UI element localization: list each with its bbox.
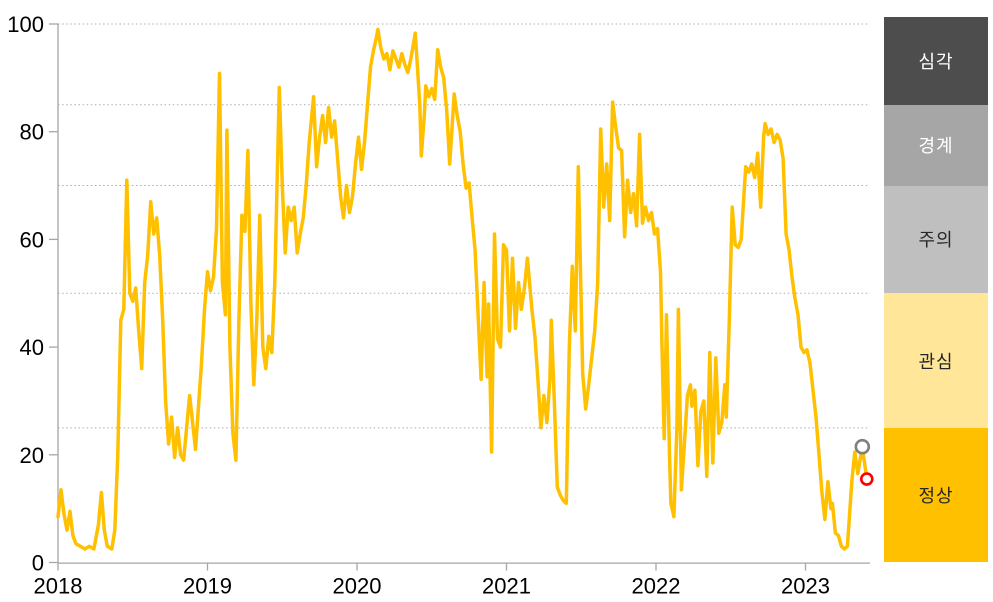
y-tick-label: 40 <box>20 335 44 360</box>
x-tick-label: 2022 <box>632 574 681 599</box>
y-tick-label: 60 <box>20 227 44 252</box>
x-tick-label: 2019 <box>183 574 232 599</box>
y-tick-label: 100 <box>7 12 44 37</box>
previous-value-marker <box>854 438 871 455</box>
index-line <box>56 27 869 551</box>
y-tick-label: 20 <box>20 443 44 468</box>
x-tick-label: 2023 <box>781 574 830 599</box>
y-tick-label: 80 <box>20 120 44 145</box>
x-tick-label: 2020 <box>333 574 382 599</box>
y-tick-label: 0 <box>32 551 44 576</box>
x-tick-label: 2018 <box>34 574 83 599</box>
latest-value-marker <box>859 472 874 486</box>
x-tick-label: 2021 <box>482 574 531 599</box>
